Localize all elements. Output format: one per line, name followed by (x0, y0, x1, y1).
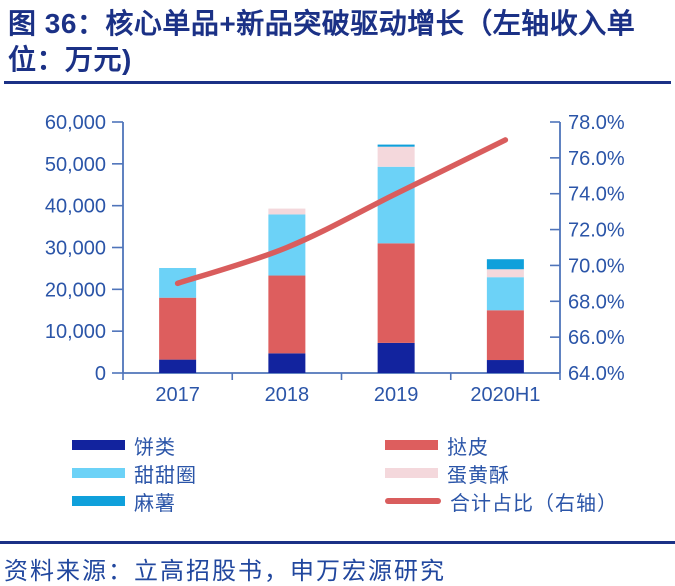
svg-text:30,000: 30,000 (45, 238, 106, 260)
svg-text:2020H1: 2020H1 (470, 384, 540, 406)
legend-item: 麻薯 (72, 487, 385, 515)
title-underline (4, 81, 671, 84)
legend-swatch (385, 498, 441, 504)
legend-swatch (72, 468, 125, 478)
legend-swatch (72, 496, 125, 506)
figure-title-line2: 位：万元) (8, 44, 132, 75)
stacked-bar-line-chart: 60,000 50,000 40,000 30,000 20,000 10,000 0 78.… (45, 112, 625, 406)
figure-title-block: 图 36：核心单品+新品突破驱动增长（左轴收入单 位：万元) (0, 0, 675, 78)
svg-text:40,000: 40,000 (45, 196, 106, 218)
legend-item: 甜甜圈 (72, 459, 385, 487)
svg-text:64.0%: 64.0% (568, 363, 625, 385)
legend-label: 蛋黄酥 (447, 464, 510, 487)
chart-legend: 饼类 挞皮 甜甜圈 蛋黄酥 麻薯 合计占比（右轴） (0, 431, 675, 515)
svg-text:60,000: 60,000 (45, 112, 106, 134)
svg-text:78.0%: 78.0% (568, 112, 625, 134)
legend-item: 蛋黄酥 (385, 459, 675, 487)
svg-text:2019: 2019 (374, 384, 419, 406)
source-divider (0, 541, 675, 544)
legend-swatch (385, 440, 438, 450)
legend-item: 饼类 (72, 431, 385, 459)
figure-title-line1: 图 36：核心单品+新品突破驱动增长（左轴收入单 (8, 8, 636, 39)
svg-text:66.0%: 66.0% (568, 327, 625, 349)
svg-text:2018: 2018 (265, 384, 310, 406)
svg-text:20,000: 20,000 (45, 279, 106, 301)
legend-label: 挞皮 (447, 436, 489, 459)
source-text: 资料来源：立高招股书，申万宏源研究 (4, 558, 446, 585)
legend-item: 合计占比（右轴） (385, 487, 675, 515)
svg-text:74.0%: 74.0% (568, 184, 625, 206)
svg-text:2017: 2017 (155, 384, 200, 406)
legend-swatch (385, 468, 438, 478)
svg-text:68.0%: 68.0% (568, 291, 625, 313)
svg-text:76.0%: 76.0% (568, 148, 625, 170)
svg-text:0: 0 (95, 363, 106, 385)
svg-text:50,000: 50,000 (45, 154, 106, 176)
legend-item: 挞皮 (385, 431, 675, 459)
legend-label: 饼类 (134, 436, 176, 459)
svg-text:70.0%: 70.0% (568, 255, 625, 277)
legend-label: 麻薯 (134, 492, 176, 515)
legend-swatch (72, 440, 125, 450)
chart-area: 60,000 50,000 40,000 30,000 20,000 10,000 0 78.… (0, 95, 675, 430)
legend-label: 合计占比（右轴） (450, 492, 618, 515)
svg-text:72.0%: 72.0% (568, 220, 625, 242)
legend-label: 甜甜圈 (134, 464, 197, 487)
svg-text:10,000: 10,000 (45, 321, 106, 343)
